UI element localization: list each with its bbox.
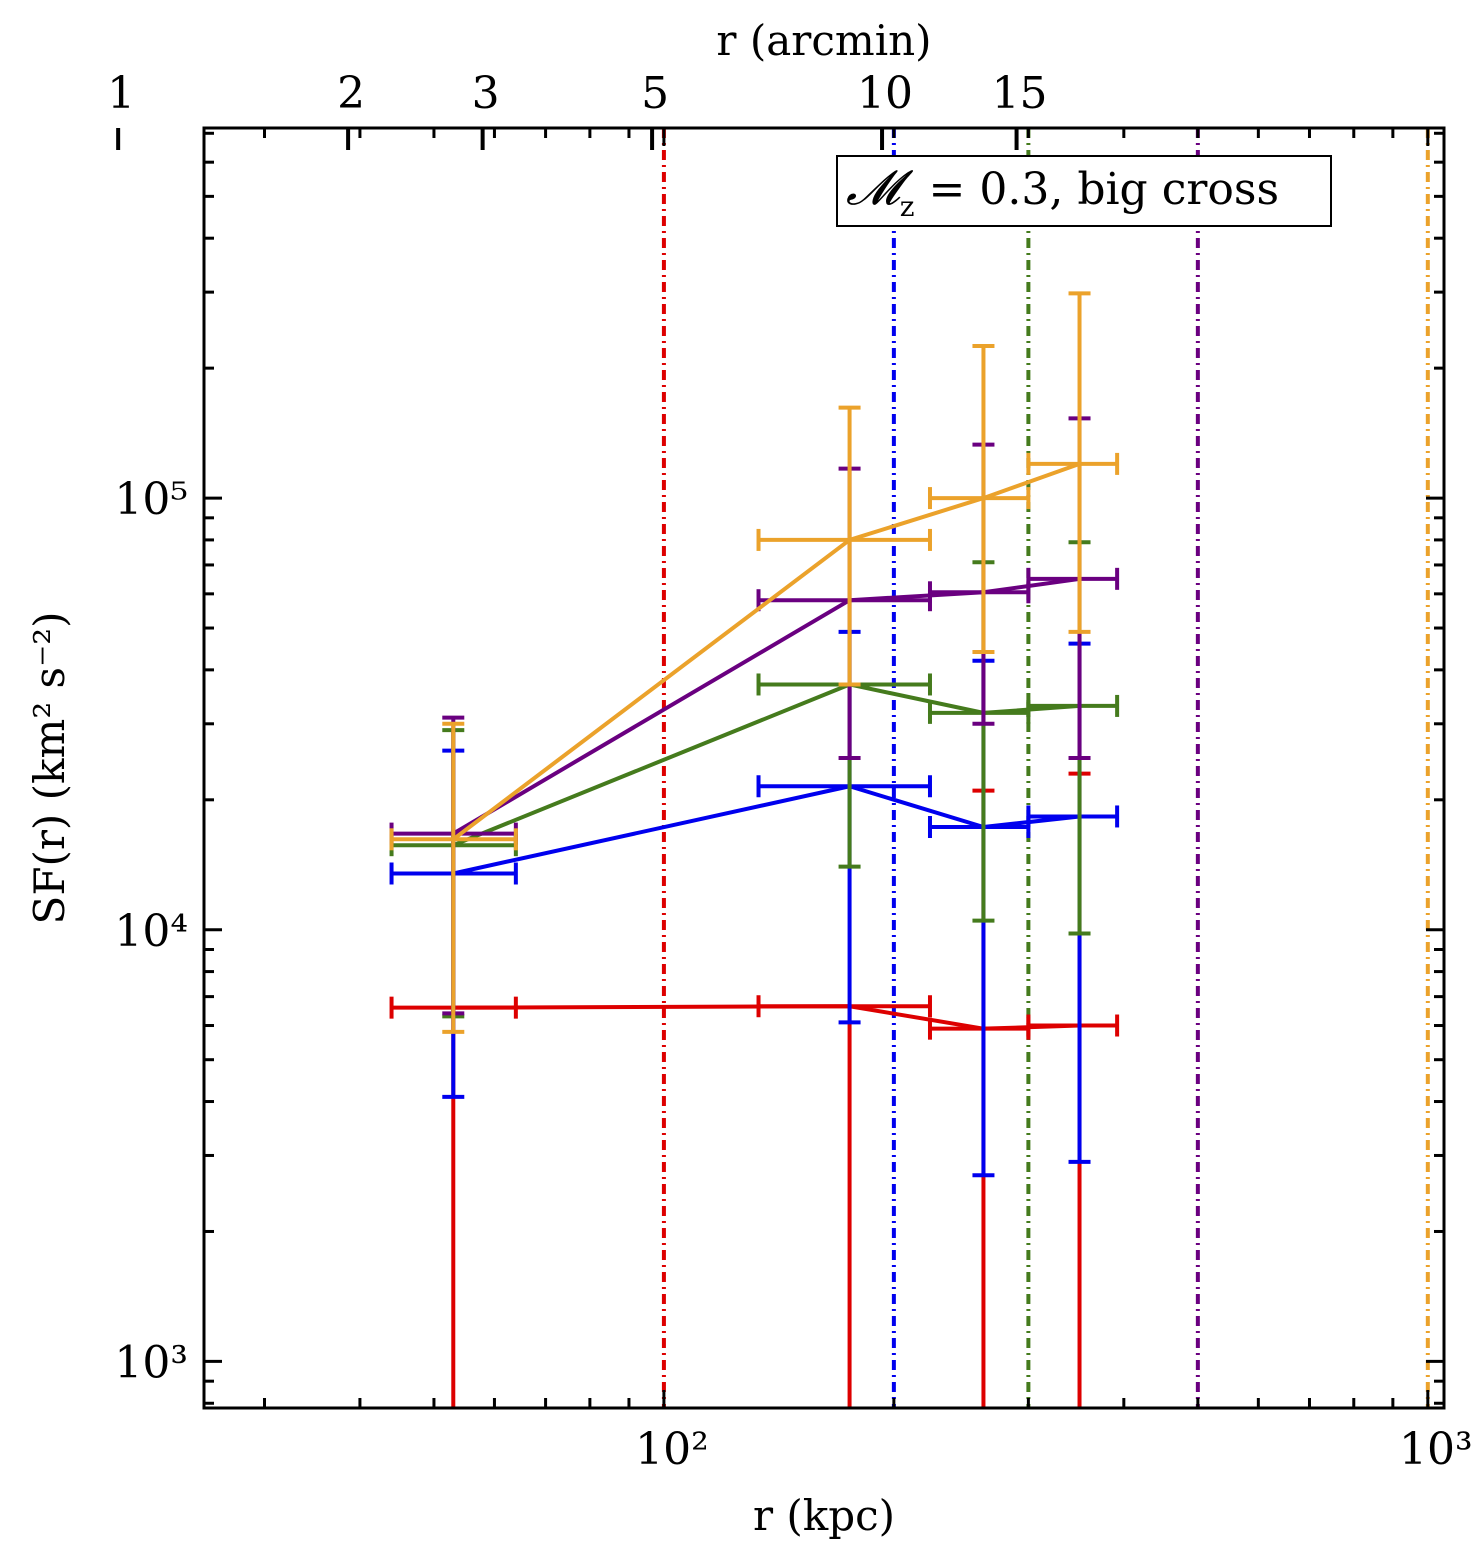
axis-ticks <box>116 128 1444 1408</box>
annotation-text: = 0.3, big cross <box>915 164 1280 215</box>
data-point <box>451 837 456 842</box>
annotation-box: 𝓜z = 0.3, big cross <box>836 155 1332 227</box>
series-layer <box>389 291 1120 1408</box>
y-axis-title: SF(r) (km² s⁻²) <box>25 612 74 925</box>
axis-tick-labels: 10² 10³ 10³ 10⁴ 10⁵ 1 2 3 5 10 15 <box>107 68 1472 1475</box>
top-x-tick-label: 2 <box>337 68 365 119</box>
top-x-tick-label: 10 <box>857 68 913 119</box>
data-series <box>389 291 1120 1034</box>
y-tick-label: 10⁵ <box>114 474 188 525</box>
data-point <box>981 496 986 501</box>
series-line <box>453 1004 1080 1031</box>
annotation-frame <box>836 155 1332 227</box>
x-tick-label: 10² <box>635 1424 709 1475</box>
series-line <box>452 784 1080 876</box>
series-line <box>452 462 1081 841</box>
data-series <box>389 771 1120 1408</box>
series-line <box>452 682 1080 848</box>
x-axis-title: r (kpc) <box>753 1491 895 1540</box>
series-line <box>452 576 1080 836</box>
threshold-lines <box>661 128 1430 1408</box>
x-tick-label: 10³ <box>1399 1424 1473 1475</box>
top-x-tick-label: 3 <box>472 68 500 119</box>
top-x-tick-label: 15 <box>992 68 1048 119</box>
data-series <box>389 416 1120 1016</box>
top-x-tick-label: 5 <box>641 68 669 119</box>
data-point <box>1077 461 1082 466</box>
top-x-tick-label: 1 <box>107 68 135 119</box>
annotation-subscript: z <box>900 190 915 223</box>
top-x-axis-title: r (arcmin) <box>716 16 931 65</box>
plot-frame <box>202 126 1446 1410</box>
plot-area <box>389 128 1430 1408</box>
y-tick-label: 10³ <box>114 1337 188 1388</box>
y-tick-label: 10⁴ <box>114 906 188 957</box>
data-point <box>847 537 852 542</box>
